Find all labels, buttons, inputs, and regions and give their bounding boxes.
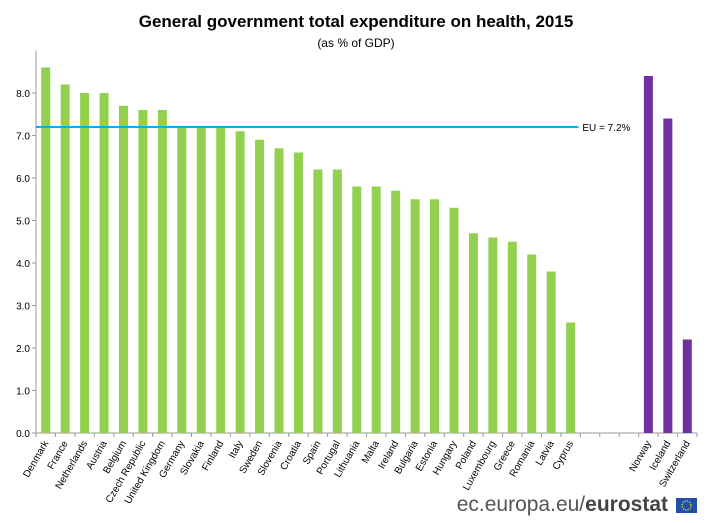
eurostat-footer: ec.europa.eu/eurostat (457, 493, 668, 517)
bar-austria (99, 93, 109, 433)
bar-france (60, 84, 70, 433)
bar-italy (235, 131, 245, 433)
bar-luxembourg (488, 237, 498, 433)
bar-norway (643, 76, 653, 433)
bar-hungary (449, 207, 459, 433)
bar-sweden (255, 139, 265, 433)
y-tick-label: 4.0 (16, 259, 30, 270)
footer-site: ec.europa.eu/ (456, 493, 586, 516)
bar-united-kingdom (157, 110, 167, 433)
bar-netherlands (80, 93, 90, 433)
bar-ireland (391, 190, 401, 433)
bar-bulgaria (410, 199, 420, 433)
bar-romania (527, 254, 537, 433)
bar-croatia (293, 152, 303, 433)
y-tick-label: 6.0 (16, 174, 30, 185)
bar-estonia (430, 199, 440, 433)
bar-czech-republic (138, 110, 148, 433)
bar-portugal (332, 169, 342, 433)
bar-iceland (663, 118, 673, 433)
bar-latvia (546, 271, 556, 433)
bar-slovenia (274, 148, 284, 433)
y-tick-label: 8.0 (16, 89, 30, 100)
bar-switzerland (682, 339, 692, 433)
bar-poland (468, 233, 478, 433)
x-tick-label: Italy (227, 439, 246, 460)
footer-brand: eurostat (585, 493, 668, 516)
chart-subtitle: (as % of GDP) (317, 36, 395, 50)
y-tick-label: 3.0 (16, 302, 30, 313)
bar-spain (313, 169, 323, 433)
chart-title: General government total expenditure on … (138, 12, 574, 31)
bar-cyprus (566, 322, 576, 433)
y-tick-label: 5.0 (16, 217, 30, 228)
bar-finland (216, 127, 226, 433)
y-tick-label: 1.0 (16, 387, 30, 398)
bar-denmark (41, 67, 51, 433)
x-tick-label: Denmark (22, 438, 52, 479)
eu-average-label: EU = 7.2% (582, 123, 630, 134)
bar-malta (371, 186, 381, 433)
bar-belgium (118, 105, 128, 433)
eu-flag-icon (676, 498, 697, 513)
y-tick-label: 7.0 (16, 132, 30, 143)
y-tick-label: 0.0 (16, 429, 30, 440)
bar-slovakia (196, 127, 206, 433)
bar-germany (177, 127, 187, 433)
y-tick-label: 2.0 (16, 344, 30, 355)
bar-greece (507, 241, 517, 433)
bar-lithuania (352, 186, 362, 433)
